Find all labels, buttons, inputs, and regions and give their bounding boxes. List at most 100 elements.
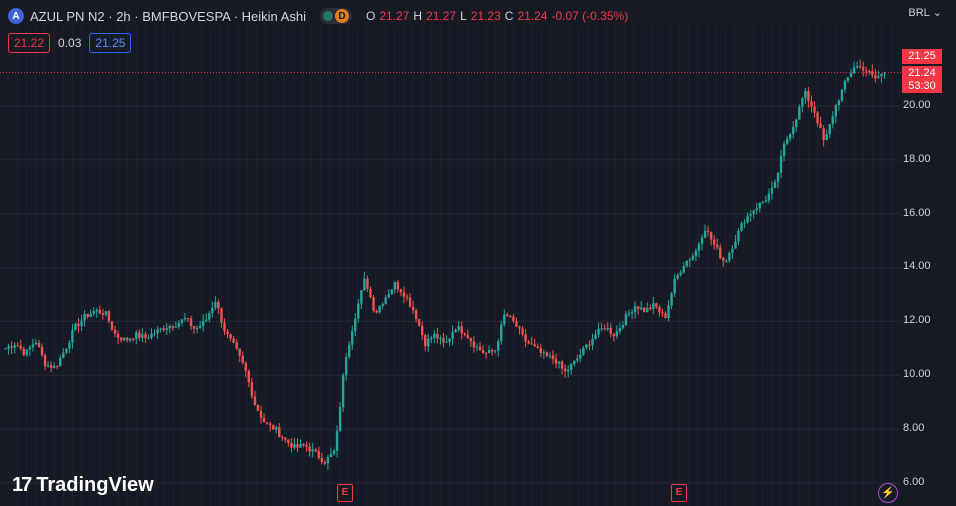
candle-body: [323, 461, 327, 464]
lightning-icon[interactable]: ⚡: [878, 483, 898, 503]
candle-body: [25, 349, 29, 355]
candle-body: [582, 347, 585, 355]
candle-body: [180, 319, 184, 323]
candle-body: [217, 301, 220, 309]
candle-body: [433, 333, 436, 339]
candle-body: [779, 155, 783, 173]
candle-body: [646, 307, 649, 313]
sell-price-button[interactable]: 21.22: [8, 33, 51, 53]
candle-body: [52, 365, 56, 368]
candle-body: [636, 306, 640, 310]
candle-body: [737, 230, 740, 242]
earnings-event-marker[interactable]: E: [337, 484, 353, 502]
candle-body: [317, 451, 320, 458]
candle-body: [302, 444, 305, 446]
candle-body: [436, 333, 439, 339]
market-status-pill[interactable]: D: [319, 8, 352, 24]
candle-body: [138, 332, 141, 338]
change-value: -0.07 (-0.35%): [551, 9, 629, 23]
candle-body: [837, 100, 841, 106]
candle-body: [381, 304, 384, 307]
close-value: 21.24: [517, 9, 548, 23]
symbol-title[interactable]: AZUL PN N2 · 2h · BMFBOVESPA · Heikin As…: [30, 8, 306, 24]
candle-body: [573, 360, 576, 365]
candle-body: [19, 345, 22, 349]
candle-body: [481, 350, 485, 354]
candle-body: [357, 303, 360, 319]
candle-body: [22, 348, 25, 355]
candle-body: [685, 260, 688, 267]
candle-body: [609, 327, 612, 334]
candle-body: [214, 301, 217, 308]
candle-body: [147, 337, 150, 339]
candle-body: [326, 457, 330, 464]
candle-body: [363, 278, 366, 291]
earnings-event-marker[interactable]: E: [671, 484, 687, 502]
candle-body: [612, 333, 615, 337]
candle-body: [31, 344, 35, 348]
candle-body: [235, 342, 238, 349]
candle-body: [378, 306, 381, 313]
candle-body: [682, 266, 685, 273]
candle-body: [731, 248, 734, 253]
candle-body: [113, 329, 117, 334]
symbol-logo[interactable]: A: [8, 8, 24, 24]
candle-body: [861, 66, 865, 71]
candle-body: [515, 321, 518, 327]
candle-body: [740, 223, 743, 231]
candle-body: [405, 296, 409, 298]
candle-body: [338, 407, 342, 431]
candle-body: [588, 344, 591, 346]
candle-body: [600, 328, 603, 330]
candle-body: [211, 307, 214, 314]
candle-body: [457, 326, 460, 331]
candle-body: [770, 187, 774, 194]
candle-body: [205, 319, 208, 321]
candle-body: [509, 315, 512, 317]
spread-value: 0.03: [58, 36, 82, 50]
open-value: 21.27: [379, 9, 410, 23]
candle-body: [110, 321, 114, 330]
currency-selector[interactable]: BRL ⌄: [908, 6, 942, 20]
candle-body: [563, 368, 567, 372]
candle-body: [387, 294, 390, 298]
candle-body: [408, 297, 412, 307]
candle-body: [259, 411, 263, 418]
buy-price-button[interactable]: 21.25: [89, 33, 132, 53]
market-open-icon: [322, 11, 333, 21]
candle-body: [524, 333, 527, 342]
candle-body: [545, 352, 549, 357]
candle-body: [536, 346, 539, 348]
high-label: H: [413, 9, 423, 23]
candle-body: [390, 289, 393, 295]
candle-body: [752, 210, 755, 215]
candle-body: [597, 328, 600, 335]
candle-body: [46, 365, 50, 367]
candle-body: [293, 444, 296, 448]
tradingview-logo[interactable]: 17 TradingView: [12, 474, 154, 497]
candle-body: [560, 361, 564, 369]
candle-body: [700, 237, 704, 244]
candle-body: [475, 346, 479, 348]
price-axis-label: 20.00: [903, 99, 931, 111]
price-axis-label: 10.00: [903, 368, 931, 380]
candle-body: [296, 444, 299, 448]
candle-body: [880, 73, 883, 77]
candle-body: [810, 101, 813, 107]
candle-body: [484, 353, 488, 355]
candle-body: [278, 427, 281, 437]
candle-body: [162, 328, 165, 331]
candle-body: [116, 333, 120, 338]
candle-body: [250, 382, 254, 397]
candle-body: [655, 303, 658, 307]
candle-body: [65, 348, 68, 353]
price-axis-label: 6.00: [903, 476, 925, 488]
candle-body: [208, 313, 211, 320]
candle-body: [877, 76, 880, 79]
candle-body: [843, 80, 847, 90]
candle-body: [667, 305, 670, 319]
candle-body: [351, 331, 354, 345]
delayed-data-badge[interactable]: D: [334, 9, 349, 23]
candle-body: [469, 338, 473, 342]
